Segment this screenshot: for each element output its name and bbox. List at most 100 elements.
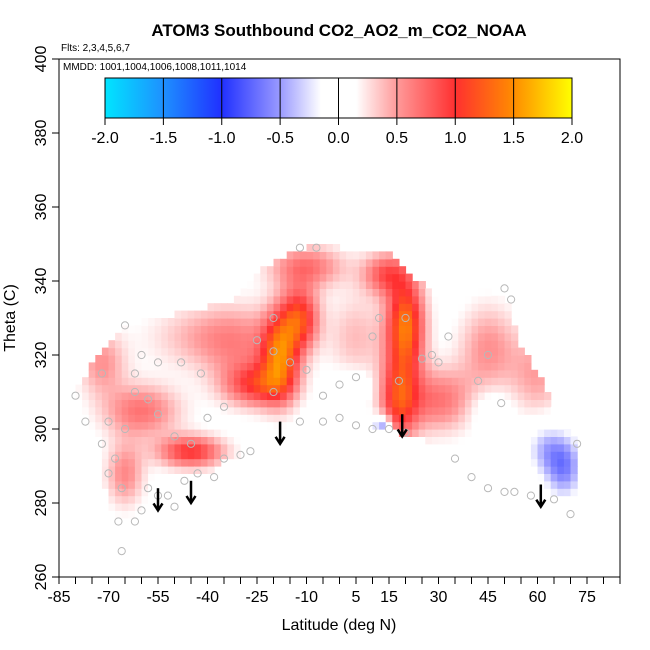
heatmap-cell: [412, 414, 420, 423]
heatmap-cell: [332, 295, 341, 304]
heatmap-cell: [154, 480, 162, 489]
heatmap-cell: [484, 303, 492, 312]
sample-point: [117, 547, 126, 556]
heatmap-cell: [313, 325, 321, 334]
y-tick-label: 280: [33, 490, 50, 517]
heatmap-cell: [207, 310, 215, 319]
heatmap-cell: [280, 295, 288, 304]
heatmap-cell: [471, 369, 479, 378]
heatmap-cell: [504, 436, 512, 445]
heatmap-cell: [240, 406, 248, 415]
heatmap-cell: [392, 288, 400, 297]
x-tick-label: -55: [146, 589, 169, 606]
heatmap-cell: [148, 332, 156, 341]
heatmap-cell: [365, 406, 374, 415]
heatmap-cell: [451, 369, 459, 378]
heatmap-cell: [154, 421, 162, 430]
heatmap-cell: [431, 332, 440, 341]
heatmap-cell: [524, 377, 532, 386]
heatmap-cell: [438, 392, 446, 400]
heatmap-cell: [101, 429, 110, 437]
heatmap-cell: [227, 429, 235, 437]
heatmap-cell: [313, 347, 321, 356]
heatmap-cell: [339, 310, 347, 319]
heatmap-cell: [418, 399, 426, 408]
heatmap-cell: [497, 392, 506, 400]
heatmap-cell: [497, 421, 506, 430]
heatmap-cell: [537, 399, 545, 408]
heatmap-cell: [458, 392, 466, 400]
heatmap-cell: [484, 392, 492, 400]
heatmap-cell: [438, 362, 446, 371]
heatmap-cell: [227, 392, 235, 400]
heatmap-cell: [214, 355, 222, 363]
heatmap-cell: [247, 369, 255, 378]
heatmap-cell: [365, 303, 374, 312]
heatmap-cell: [458, 414, 466, 423]
sample-point: [507, 295, 516, 304]
heatmap-cell: [286, 273, 294, 282]
sample-point: [368, 332, 377, 341]
heatmap-cell: [148, 488, 156, 497]
heatmap-cell: [365, 340, 374, 349]
heatmap-cell: [359, 355, 367, 363]
x-tick-label: 45: [479, 589, 497, 606]
heatmap-cell: [524, 362, 532, 371]
heatmap-cell: [253, 443, 261, 452]
heatmap-cell: [313, 251, 321, 260]
heatmap-cell: [497, 310, 506, 319]
heatmap-cell: [491, 399, 499, 408]
sample-point: [144, 395, 153, 404]
heatmap-cell: [194, 369, 202, 378]
heatmap-cell: [412, 318, 420, 326]
heatmap-cell: [365, 310, 374, 319]
heatmap-cell: [121, 436, 129, 445]
heatmap-cell: [418, 392, 426, 400]
heatmap-cell: [326, 369, 334, 378]
heatmap-cell: [451, 421, 459, 430]
heatmap-cell: [121, 517, 129, 526]
heatmap-cell: [326, 266, 334, 275]
heatmap-cell: [286, 295, 294, 304]
heatmap-cell: [451, 384, 459, 393]
heatmap-cell: [101, 355, 110, 363]
heatmap-cell: [280, 266, 288, 275]
heatmap-cell: [240, 310, 248, 319]
heatmap-cell: [306, 384, 314, 393]
heatmap-cell: [517, 369, 525, 378]
heatmap-cell: [392, 362, 400, 371]
heatmap-cell: [451, 406, 459, 415]
heatmap-cell: [286, 318, 294, 326]
heatmap-cell: [517, 362, 525, 371]
heatmap-cell: [484, 318, 492, 326]
heatmap-cell: [286, 340, 294, 349]
sample-point: [97, 369, 107, 378]
heatmap-cell: [537, 392, 545, 400]
heatmap-cell: [148, 362, 156, 371]
heatmap-cell: [299, 273, 308, 282]
heatmap-cell: [438, 355, 446, 363]
heatmap-cell: [431, 421, 440, 430]
heatmap-cell: [365, 281, 374, 289]
heatmap-cell: [101, 392, 110, 400]
heatmap-cell: [306, 258, 314, 267]
heatmap-cell: [550, 436, 558, 445]
heatmap-cell: [293, 295, 301, 304]
heatmap-cell: [233, 392, 242, 400]
heatmap-cell: [504, 451, 512, 460]
heatmap-cell: [115, 436, 123, 445]
heatmap-cell: [326, 355, 334, 363]
heatmap-cell: [445, 392, 453, 400]
heatmap-cell: [266, 281, 275, 289]
heatmap-cell: [299, 318, 308, 326]
heatmap-cell: [346, 318, 354, 326]
sample-point: [335, 380, 344, 389]
heatmap-cell: [95, 414, 103, 423]
heatmap-cell: [108, 451, 116, 460]
heatmap-cell: [385, 406, 393, 415]
heatmap-cell: [115, 340, 123, 349]
heatmap-cell: [557, 503, 565, 511]
heatmap-cell: [253, 362, 261, 371]
sample-point: [450, 454, 460, 463]
sample-point: [312, 243, 321, 252]
